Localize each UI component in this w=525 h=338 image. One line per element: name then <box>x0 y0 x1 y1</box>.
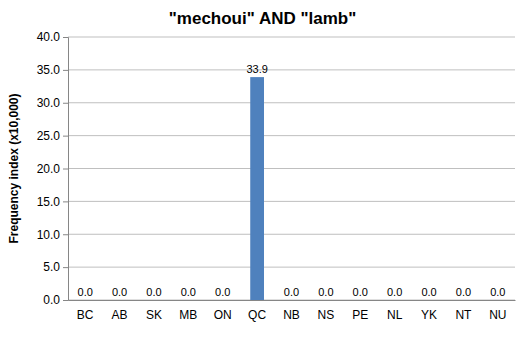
data-label: 0.0 <box>318 286 333 298</box>
bar <box>388 300 402 301</box>
x-tick: YK <box>421 300 437 322</box>
grid-line <box>68 37 515 38</box>
x-tick-label: ON <box>214 308 232 322</box>
y-tick: 10.0 <box>37 228 68 242</box>
data-label: 0.0 <box>353 286 368 298</box>
bar <box>181 300 195 301</box>
grid-line <box>68 135 515 136</box>
grid-line <box>68 234 515 235</box>
grid-line <box>68 267 515 268</box>
y-tick-mark <box>63 136 68 137</box>
y-tick: 25.0 <box>37 129 68 143</box>
data-label: 0.0 <box>490 286 505 298</box>
grid-line <box>68 300 515 301</box>
x-tick-label: NT <box>455 308 472 322</box>
y-tick: 15.0 <box>37 195 68 209</box>
x-tick: NL <box>387 300 403 322</box>
y-tick-label: 30.0 <box>37 96 61 110</box>
x-tick: NU <box>489 300 506 322</box>
data-label: 0.0 <box>112 286 127 298</box>
x-tick-label: YK <box>421 308 437 322</box>
bar <box>147 300 161 301</box>
data-label: 0.0 <box>387 286 402 298</box>
x-tick-label: NL <box>387 308 403 322</box>
x-tick: QC <box>248 300 266 322</box>
data-label: 0.0 <box>215 286 230 298</box>
chart: 0.0 5.0 10.0 15.0 20.0 25.0 30.0 35.0 40.0 BC AB SK… <box>0 0 525 338</box>
data-labels: 0.0 0.0 0.0 0.0 0.0 33.9 0.0 0.0 0.0 0.0 0.0 0.0 0.0 <box>78 63 506 298</box>
bar <box>113 300 127 301</box>
y-tick-label: 40.0 <box>37 30 61 44</box>
x-axis: BC AB SK MB ON QC NB NS PE NL YK NT NU <box>69 300 516 322</box>
x-tick-label: BC <box>77 308 94 322</box>
x-tick: NT <box>455 300 472 322</box>
x-axis-line <box>69 300 516 301</box>
grid-line <box>68 168 515 169</box>
y-tick-label: 0.0 <box>43 293 60 307</box>
x-tick-label: NS <box>318 308 335 322</box>
bar <box>250 77 264 300</box>
y-tick-mark <box>63 70 68 71</box>
grid-line <box>68 69 515 70</box>
y-tick-mark <box>63 103 68 104</box>
data-label: 0.0 <box>146 286 161 298</box>
x-tick: ON <box>214 300 232 322</box>
grid <box>68 37 515 300</box>
y-tick-label: 15.0 <box>37 195 61 209</box>
bar <box>319 300 333 301</box>
x-tick-label: QC <box>248 308 266 322</box>
data-label: 0.0 <box>181 286 196 298</box>
grid-line <box>68 102 515 103</box>
bar <box>78 300 92 301</box>
data-label: 0.0 <box>456 286 471 298</box>
y-tick: 30.0 <box>37 96 68 110</box>
data-label: 0.0 <box>284 286 299 298</box>
y-tick-mark <box>63 234 68 235</box>
y-tick-label: 25.0 <box>37 129 61 143</box>
y-tick-label: 35.0 <box>37 63 61 77</box>
y-tick-mark <box>63 169 68 170</box>
x-tick-label: NU <box>489 308 506 322</box>
y-axis-line <box>63 38 69 301</box>
y-tick-mark <box>63 300 68 301</box>
x-tick: AB <box>112 300 128 322</box>
y-tick: 35.0 <box>37 63 68 77</box>
x-tick-label: MB <box>179 308 197 322</box>
bar <box>422 300 436 301</box>
y-tick: 5.0 <box>43 260 68 274</box>
y-tick-label: 10.0 <box>37 228 61 242</box>
y-tick: 0.0 <box>43 293 68 307</box>
bar <box>353 300 367 301</box>
x-tick-label: AB <box>112 308 128 322</box>
data-label: 0.0 <box>421 286 436 298</box>
y-axis: 0.0 5.0 10.0 15.0 20.0 25.0 30.0 35.0 40.0 <box>37 30 69 307</box>
x-tick-label: SK <box>146 308 162 322</box>
bar <box>216 300 230 301</box>
x-tick: SK <box>146 300 162 322</box>
x-tick-label: PE <box>352 308 368 322</box>
y-tick-mark <box>63 267 68 268</box>
grid-line <box>68 201 515 202</box>
y-tick-label: 5.0 <box>43 260 60 274</box>
y-tick-mark <box>63 37 68 38</box>
x-tick: PE <box>352 300 368 322</box>
title: "mechoui" AND "lamb" <box>169 9 356 28</box>
y-tick-mark <box>63 201 68 202</box>
data-label: 33.9 <box>246 63 267 75</box>
y-tick: 40.0 <box>37 30 68 44</box>
bar <box>491 300 505 301</box>
y-axis-title: Frequency index (x10,000) <box>7 93 21 243</box>
x-tick: NB <box>283 300 300 322</box>
bar <box>285 300 299 301</box>
plot-area: 0.0 5.0 10.0 15.0 20.0 25.0 30.0 35.0 40.0 BC AB SK… <box>37 30 516 321</box>
bar <box>457 300 471 301</box>
y-tick-label: 20.0 <box>37 162 61 176</box>
y-tick: 20.0 <box>37 162 68 176</box>
data-label: 0.0 <box>78 286 93 298</box>
x-tick: MB <box>179 300 197 322</box>
x-tick-label: NB <box>283 308 300 322</box>
x-tick: BC <box>77 300 94 322</box>
x-tick: NS <box>318 300 335 322</box>
bars <box>250 77 264 300</box>
